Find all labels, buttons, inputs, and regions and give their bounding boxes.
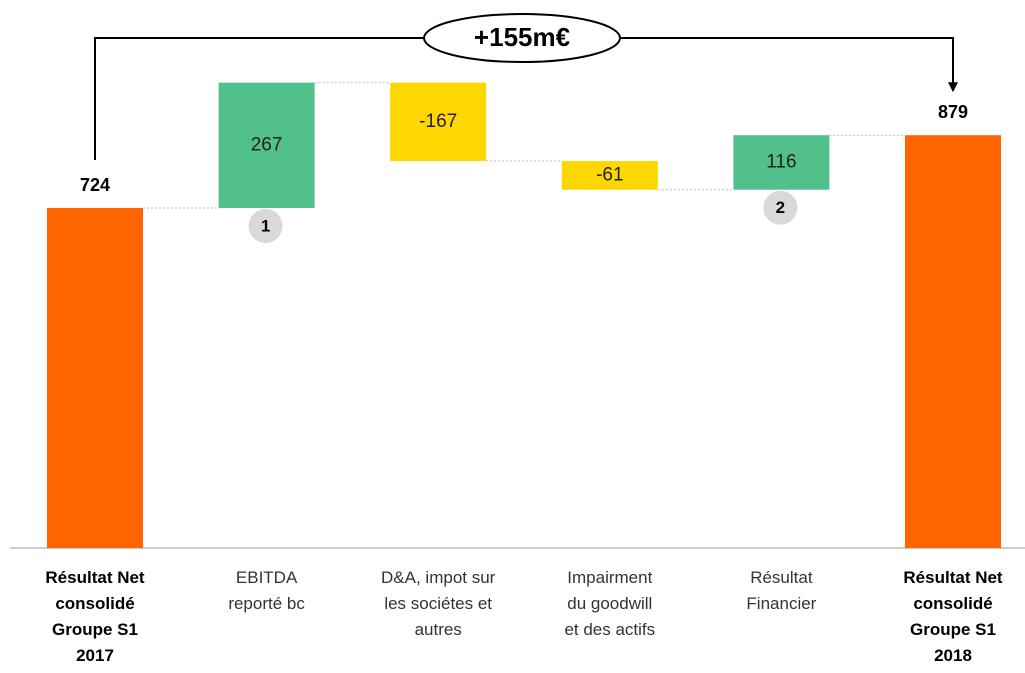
category-label: Résultat Financier <box>746 568 817 613</box>
bar <box>561 161 658 190</box>
value-label: -167 <box>419 111 457 132</box>
bar <box>47 208 143 549</box>
badge-label: 2 <box>776 198 785 217</box>
value-label: 879 <box>938 102 968 122</box>
category-label: Résultat Net consolidé Groupe S1 2018 <box>903 568 1003 665</box>
annotation: +155m€ <box>474 22 570 52</box>
badge <box>248 209 283 244</box>
badge-label: 1 <box>261 216 270 235</box>
bar <box>218 82 315 209</box>
bar <box>733 135 830 190</box>
badge <box>763 190 798 225</box>
bar <box>905 135 1001 548</box>
value-label: 267 <box>251 134 283 155</box>
category-label: EBITDA reporté bc <box>228 568 305 613</box>
value-label: -61 <box>596 164 623 185</box>
bar <box>390 82 487 162</box>
annotation-bubble <box>423 13 621 63</box>
category-label: D&A, impot sur les sociétes et autres <box>381 568 496 639</box>
category-label: Impairment du goodwill et des actifs <box>564 568 656 639</box>
value-label: 724 <box>80 175 110 195</box>
value-label: 116 <box>766 151 796 172</box>
category-label: Résultat Net consolidé Groupe S1 2017 <box>45 568 145 665</box>
